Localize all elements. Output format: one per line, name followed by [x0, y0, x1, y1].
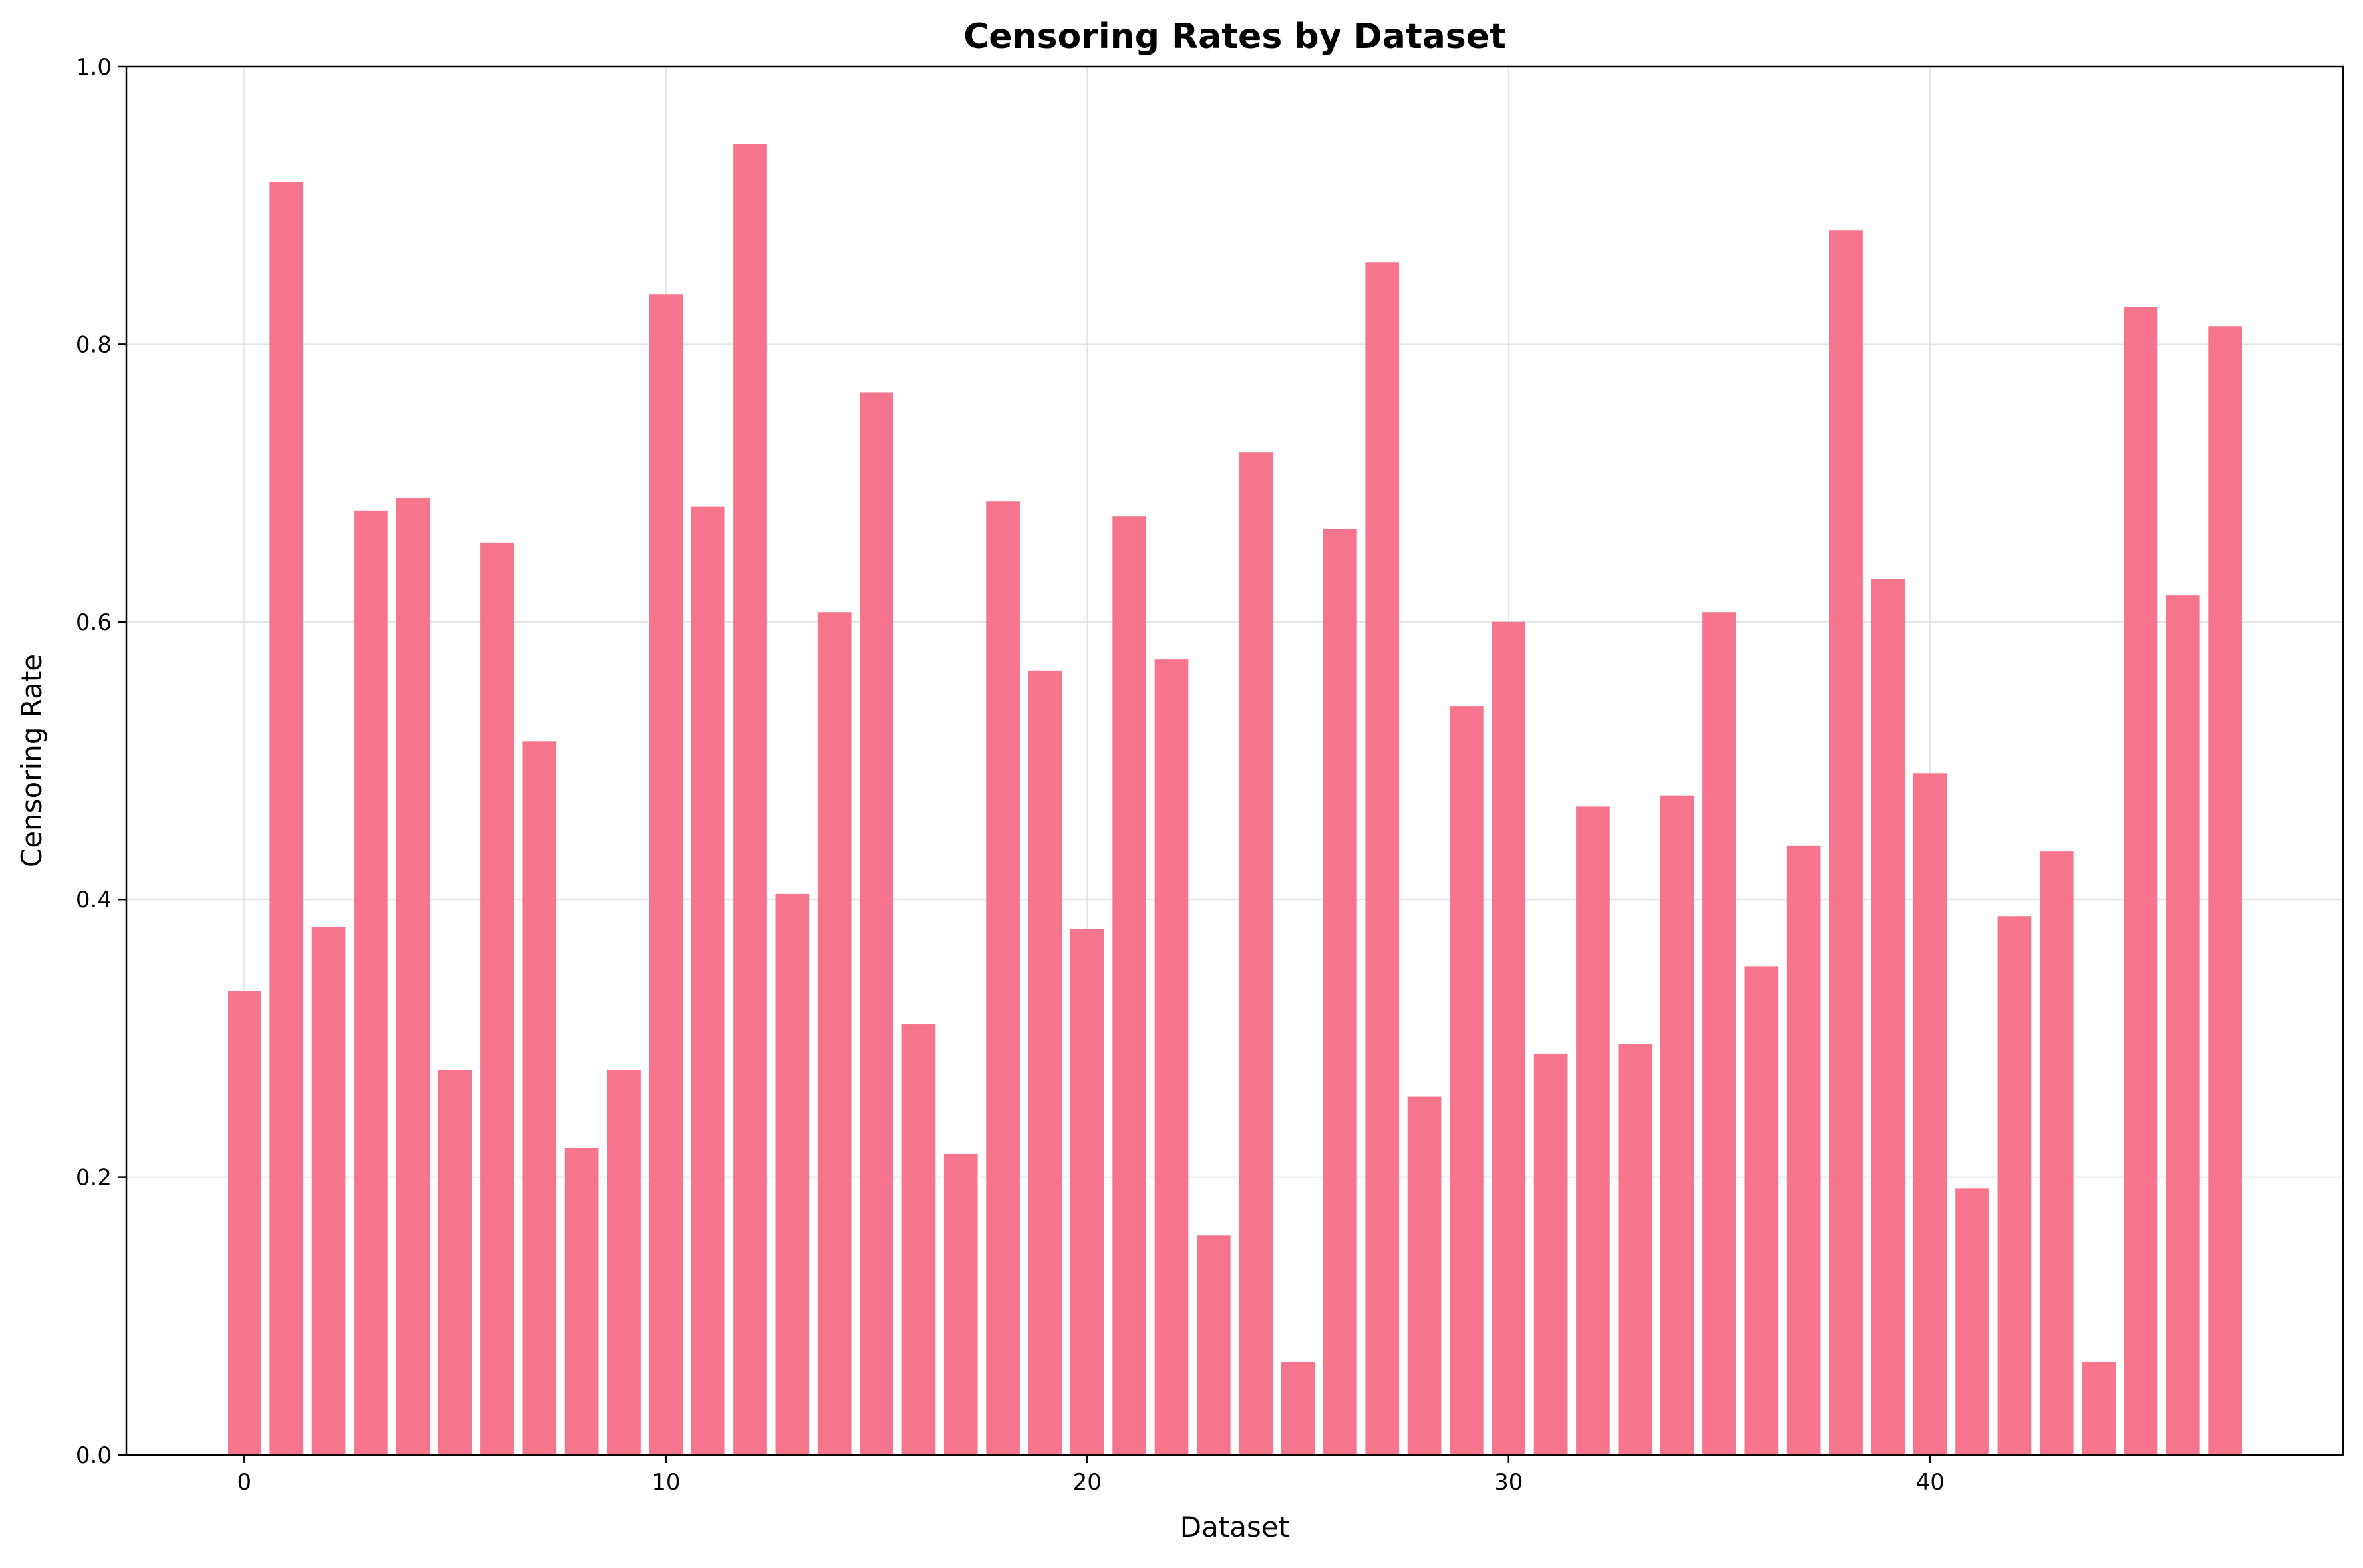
bar [649, 294, 683, 1455]
bar [2208, 326, 2242, 1455]
bar [986, 501, 1020, 1456]
bars [228, 144, 2242, 1456]
bar [1576, 806, 1610, 1455]
bar [2165, 595, 2200, 1455]
bar [775, 893, 810, 1455]
bar [1365, 262, 1400, 1456]
bar [269, 182, 304, 1456]
bar [1492, 621, 1526, 1455]
bar [817, 612, 852, 1456]
x-axis-label: Dataset [1180, 1511, 1289, 1543]
bar [1702, 612, 1736, 1456]
bar [1829, 230, 1863, 1455]
bar [2124, 307, 2158, 1455]
x-tick-label: 10 [651, 1469, 680, 1495]
bar [1028, 670, 1062, 1455]
y-tick-label: 0.0 [76, 1442, 112, 1469]
bar [480, 542, 514, 1455]
bar [733, 144, 767, 1456]
x-tick-label: 30 [1494, 1469, 1523, 1495]
bar [1239, 452, 1273, 1455]
bar [1154, 659, 1189, 1456]
bar [1450, 706, 1484, 1455]
bar [1913, 773, 1947, 1455]
bar [691, 506, 725, 1455]
bar [2039, 851, 2074, 1455]
bar [396, 498, 430, 1455]
bar [1871, 579, 1905, 1455]
bar [1955, 1188, 1989, 1455]
bar [522, 741, 557, 1455]
x-tick-label: 20 [1073, 1469, 1102, 1495]
bar [1407, 1096, 1442, 1455]
bar [1070, 929, 1104, 1455]
plot-frame [125, 65, 2344, 1456]
y-tick-label: 0.4 [76, 887, 112, 913]
bar [1533, 1053, 1568, 1455]
bar [1196, 1235, 1231, 1455]
bar [1618, 1044, 1653, 1455]
bar [438, 1070, 472, 1455]
bar [1112, 516, 1146, 1455]
bar [943, 1154, 978, 1455]
x-tick-label: 0 [237, 1469, 252, 1495]
bar [228, 991, 261, 1455]
bar [564, 1148, 599, 1455]
chart-title: Censoring Rates by Dataset [963, 17, 1506, 57]
y-tick-label: 1.0 [76, 54, 112, 80]
bar [1660, 795, 1694, 1455]
y-tick-label: 0.8 [76, 331, 112, 358]
bar [1744, 966, 1779, 1455]
bar [354, 510, 388, 1455]
bar [1997, 916, 2032, 1455]
bar [311, 927, 346, 1455]
y-tick-label: 0.2 [76, 1165, 112, 1191]
bar [1281, 1362, 1315, 1455]
ticks: 0 10 20 30 40 0.0 0.2 0.4 0.6 0.8 1.0 [76, 54, 1945, 1495]
x-tick-label: 40 [1916, 1469, 1945, 1495]
bar [2082, 1362, 2116, 1455]
bar [607, 1070, 641, 1455]
y-tick-label: 0.6 [76, 609, 112, 636]
bar [1323, 528, 1357, 1456]
bar [1786, 845, 1821, 1455]
bar [860, 392, 893, 1455]
y-axis-label: Censoring Rate [15, 654, 48, 867]
bar [901, 1024, 936, 1455]
